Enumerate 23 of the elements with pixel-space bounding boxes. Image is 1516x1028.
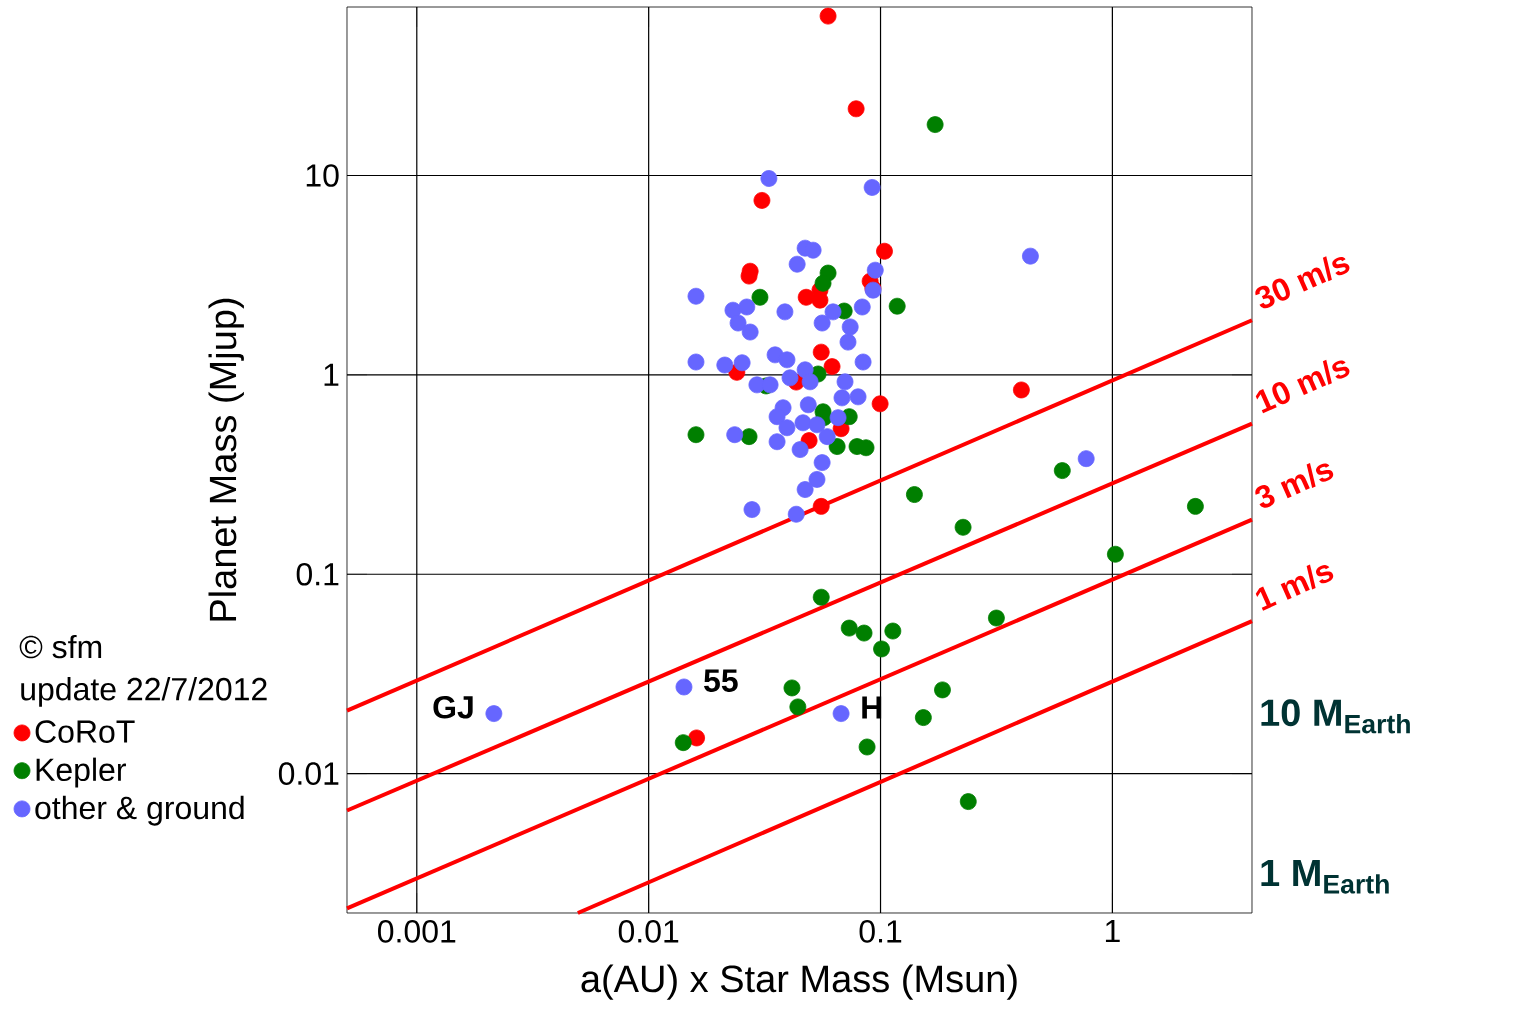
x-tick-label: 0.01	[618, 920, 679, 943]
y-axis-title: Planet Mass (Mjup)	[208, 298, 244, 621]
legend-label: Kepler	[36, 757, 126, 788]
x-tick-label: 0.001	[378, 920, 456, 943]
text: 10 m/s	[1255, 359, 1350, 414]
legend-label: CoRoT	[35, 720, 135, 743]
x-axis-title: a(AU) x Star Mass (Msun)	[581, 964, 1017, 1000]
text: 1 m/s	[1255, 564, 1334, 611]
annotation: GJ	[433, 695, 473, 719]
legend-label: other & ground	[35, 795, 244, 826]
text: 30 m/s	[1255, 256, 1350, 309]
y-tick-label: 10	[306, 164, 339, 187]
y-tick-label: 1	[324, 363, 339, 386]
annotation: 55	[704, 669, 738, 692]
text: 3 m/s	[1255, 462, 1334, 508]
text: © sfm	[19, 634, 102, 659]
y-tick-label: 0.01	[278, 762, 339, 785]
text: 1 M$_{Earth}$	[1261, 859, 1389, 894]
x-tick-label: 1	[1105, 920, 1120, 943]
x-tick-label: 0.1	[859, 920, 902, 943]
text: 10 M$_{Earth}$	[1261, 699, 1410, 734]
y-tick-label: 0.1	[296, 562, 339, 586]
text: update 22/7/2012	[21, 677, 267, 707]
